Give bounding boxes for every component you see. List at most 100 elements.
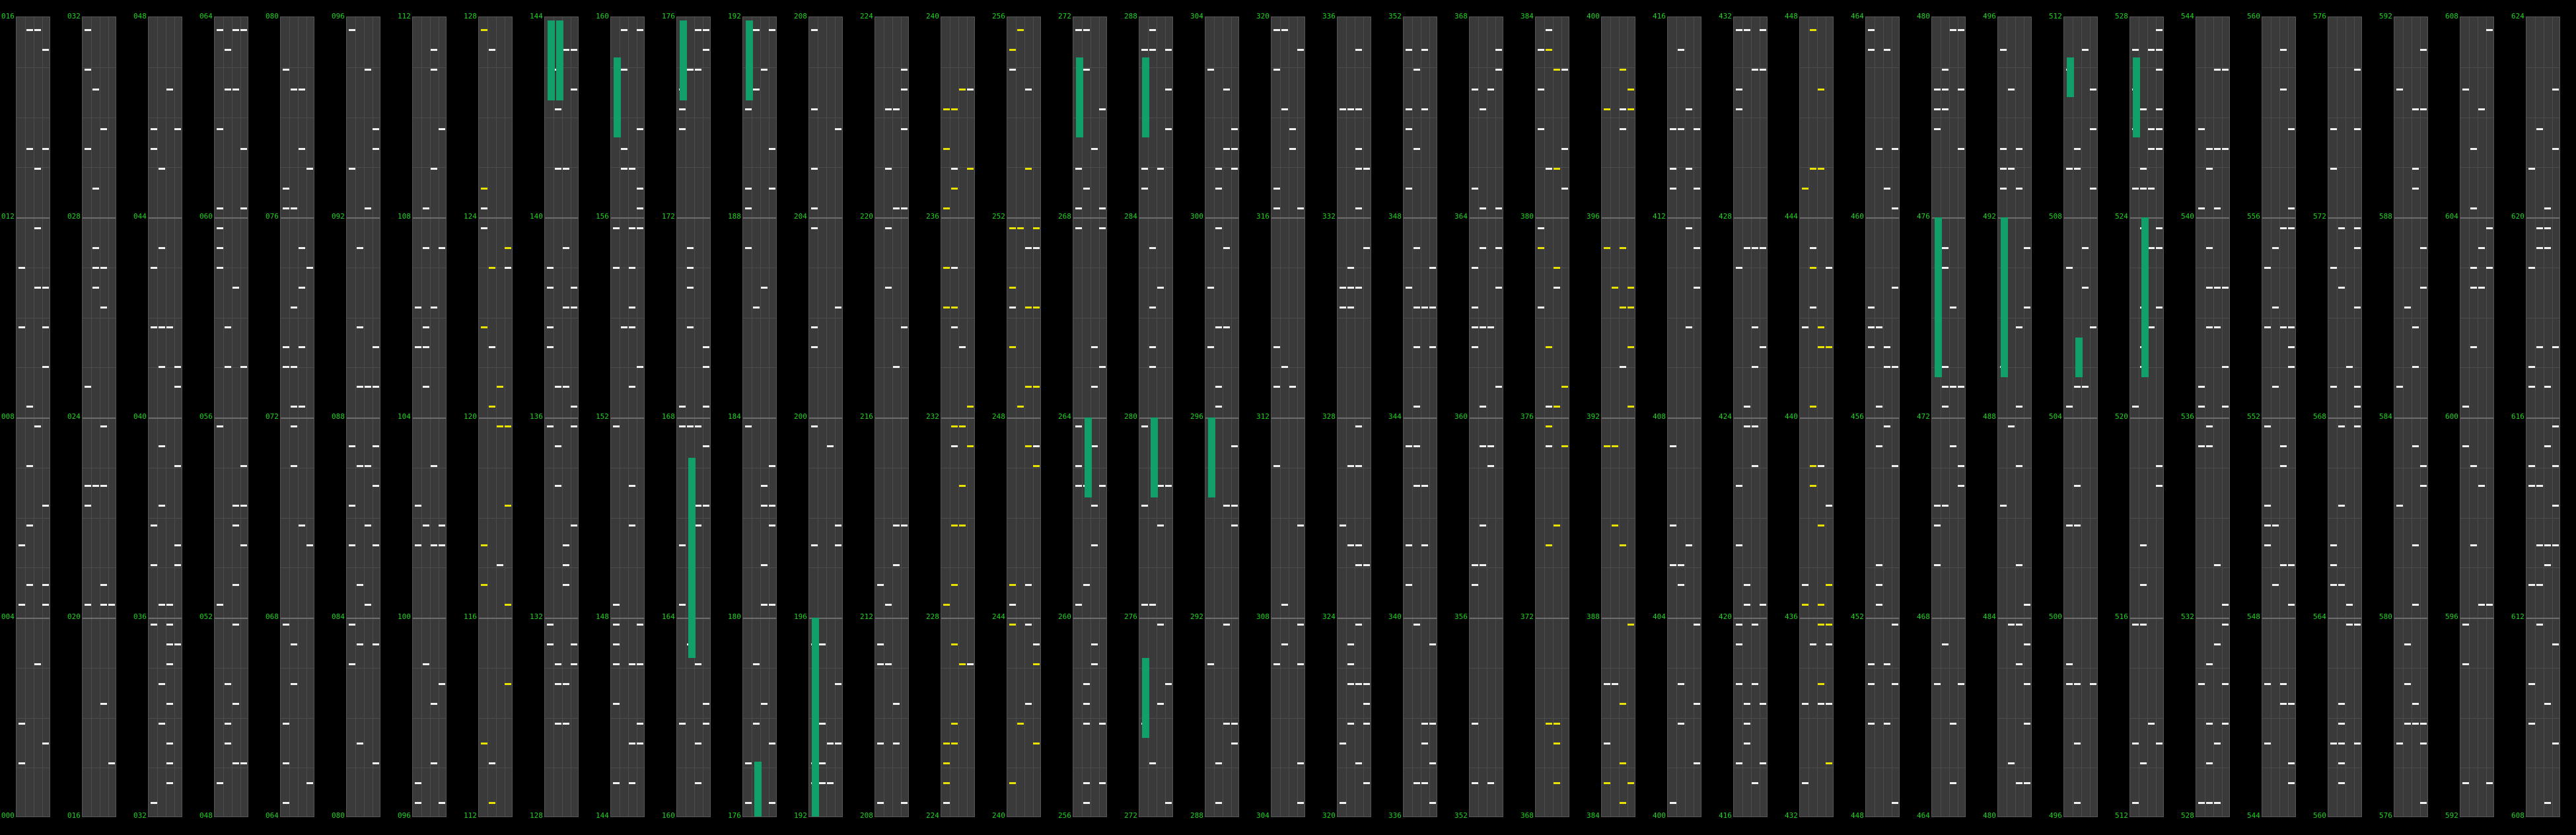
note-marker[interactable] (1950, 386, 1956, 388)
note-marker[interactable] (1421, 485, 1428, 487)
note-marker[interactable] (2198, 445, 2205, 447)
note-marker[interactable] (1868, 29, 1875, 31)
note-marker[interactable] (2536, 624, 2543, 626)
note-marker[interactable] (240, 366, 247, 368)
note-marker[interactable] (2222, 366, 2229, 368)
note-marker[interactable] (1628, 307, 1634, 309)
note-marker[interactable] (1736, 485, 1742, 487)
note-marker[interactable] (1826, 346, 1832, 348)
note-marker[interactable] (291, 683, 297, 685)
note-marker[interactable] (2288, 366, 2295, 368)
note-marker[interactable] (1223, 326, 1230, 328)
note-marker[interactable] (951, 307, 958, 309)
note-marker[interactable] (2156, 465, 2163, 467)
note-marker[interactable] (2346, 604, 2353, 606)
note-marker[interactable] (621, 69, 627, 71)
note-marker[interactable] (695, 743, 701, 744)
note-marker[interactable] (1546, 544, 1552, 546)
note-marker[interactable] (1025, 703, 1032, 705)
note-marker[interactable] (613, 267, 620, 269)
note-marker[interactable] (827, 743, 834, 744)
note-marker[interactable] (2264, 267, 2271, 269)
note-marker[interactable] (951, 445, 958, 447)
note-marker[interactable] (1868, 49, 1875, 51)
note-marker[interactable] (373, 148, 379, 150)
note-marker[interactable] (1760, 69, 1766, 71)
note-marker[interactable] (563, 564, 569, 566)
note-marker[interactable] (1340, 287, 1346, 289)
note-marker[interactable] (225, 366, 231, 368)
pattern-column-29[interactable] (1931, 17, 1966, 817)
note-marker[interactable] (233, 505, 239, 507)
note-marker[interactable] (1281, 29, 1288, 31)
note-marker[interactable] (2288, 604, 2295, 606)
note-marker[interactable] (1033, 227, 1040, 229)
note-marker[interactable] (2222, 287, 2229, 289)
note-marker[interactable] (613, 624, 620, 626)
note-marker[interactable] (2462, 624, 2469, 626)
note-marker[interactable] (431, 703, 437, 705)
note-marker[interactable] (431, 762, 437, 764)
note-marker[interactable] (613, 663, 620, 665)
note-marker[interactable] (571, 287, 577, 289)
note-marker[interactable] (92, 188, 99, 190)
pattern-column-14[interactable] (941, 17, 975, 817)
note-marker[interactable] (159, 604, 165, 606)
note-marker[interactable] (1934, 683, 1941, 685)
note-marker[interactable] (893, 366, 900, 368)
note-marker[interactable] (373, 128, 379, 130)
note-marker[interactable] (1604, 782, 1610, 784)
note-marker[interactable] (2552, 544, 2559, 546)
note-marker[interactable] (2528, 683, 2535, 685)
note-marker[interactable] (1958, 683, 1964, 685)
note-marker[interactable] (1934, 128, 1941, 130)
note-marker[interactable] (1892, 465, 1898, 467)
note-marker[interactable] (1231, 128, 1238, 130)
note-marker[interactable] (151, 148, 157, 150)
note-marker[interactable] (1141, 168, 1148, 170)
note-marker[interactable] (2544, 207, 2551, 209)
note-marker[interactable] (2544, 227, 2551, 229)
note-marker[interactable] (2024, 247, 2030, 249)
note-marker[interactable] (703, 505, 709, 507)
note-marker[interactable] (1413, 247, 1420, 249)
note-marker[interactable] (943, 604, 950, 606)
note-marker[interactable] (2090, 683, 2096, 685)
note-marker[interactable] (835, 525, 841, 526)
note-marker[interactable] (505, 505, 511, 507)
note-marker[interactable] (959, 485, 966, 487)
note-marker[interactable] (34, 663, 41, 665)
note-marker[interactable] (1538, 89, 1544, 91)
note-marker[interactable] (2264, 683, 2271, 685)
note-marker[interactable] (827, 782, 834, 784)
note-marker[interactable] (439, 802, 445, 804)
note-marker[interactable] (1802, 703, 1808, 705)
note-marker[interactable] (2420, 247, 2427, 249)
note-marker[interactable] (695, 525, 701, 526)
note-marker[interactable] (2016, 624, 2022, 626)
note-marker[interactable] (885, 604, 892, 606)
note-marker[interactable] (1876, 148, 1882, 150)
note-marker[interactable] (1215, 762, 1222, 764)
note-marker[interactable] (1429, 762, 1436, 764)
note-marker[interactable] (2156, 49, 2163, 51)
note-marker[interactable] (2008, 762, 2015, 764)
note-marker[interactable] (943, 782, 950, 784)
note-marker[interactable] (1025, 168, 1032, 170)
note-marker[interactable] (299, 287, 305, 289)
note-marker[interactable] (877, 584, 884, 586)
note-marker[interactable] (2148, 128, 2155, 130)
note-marker[interactable] (1347, 683, 1354, 685)
note-marker[interactable] (811, 425, 818, 427)
note-marker[interactable] (1818, 624, 1824, 626)
note-marker[interactable] (1752, 425, 1758, 427)
note-marker[interactable] (431, 168, 437, 170)
active-range-bar[interactable] (2075, 337, 2083, 378)
note-marker[interactable] (166, 89, 173, 91)
note-marker[interactable] (85, 386, 91, 388)
note-marker[interactable] (1273, 346, 1280, 348)
note-marker[interactable] (1554, 782, 1560, 784)
note-marker[interactable] (1538, 307, 1544, 309)
note-marker[interactable] (1736, 108, 1742, 110)
active-range-bar[interactable] (754, 762, 762, 817)
